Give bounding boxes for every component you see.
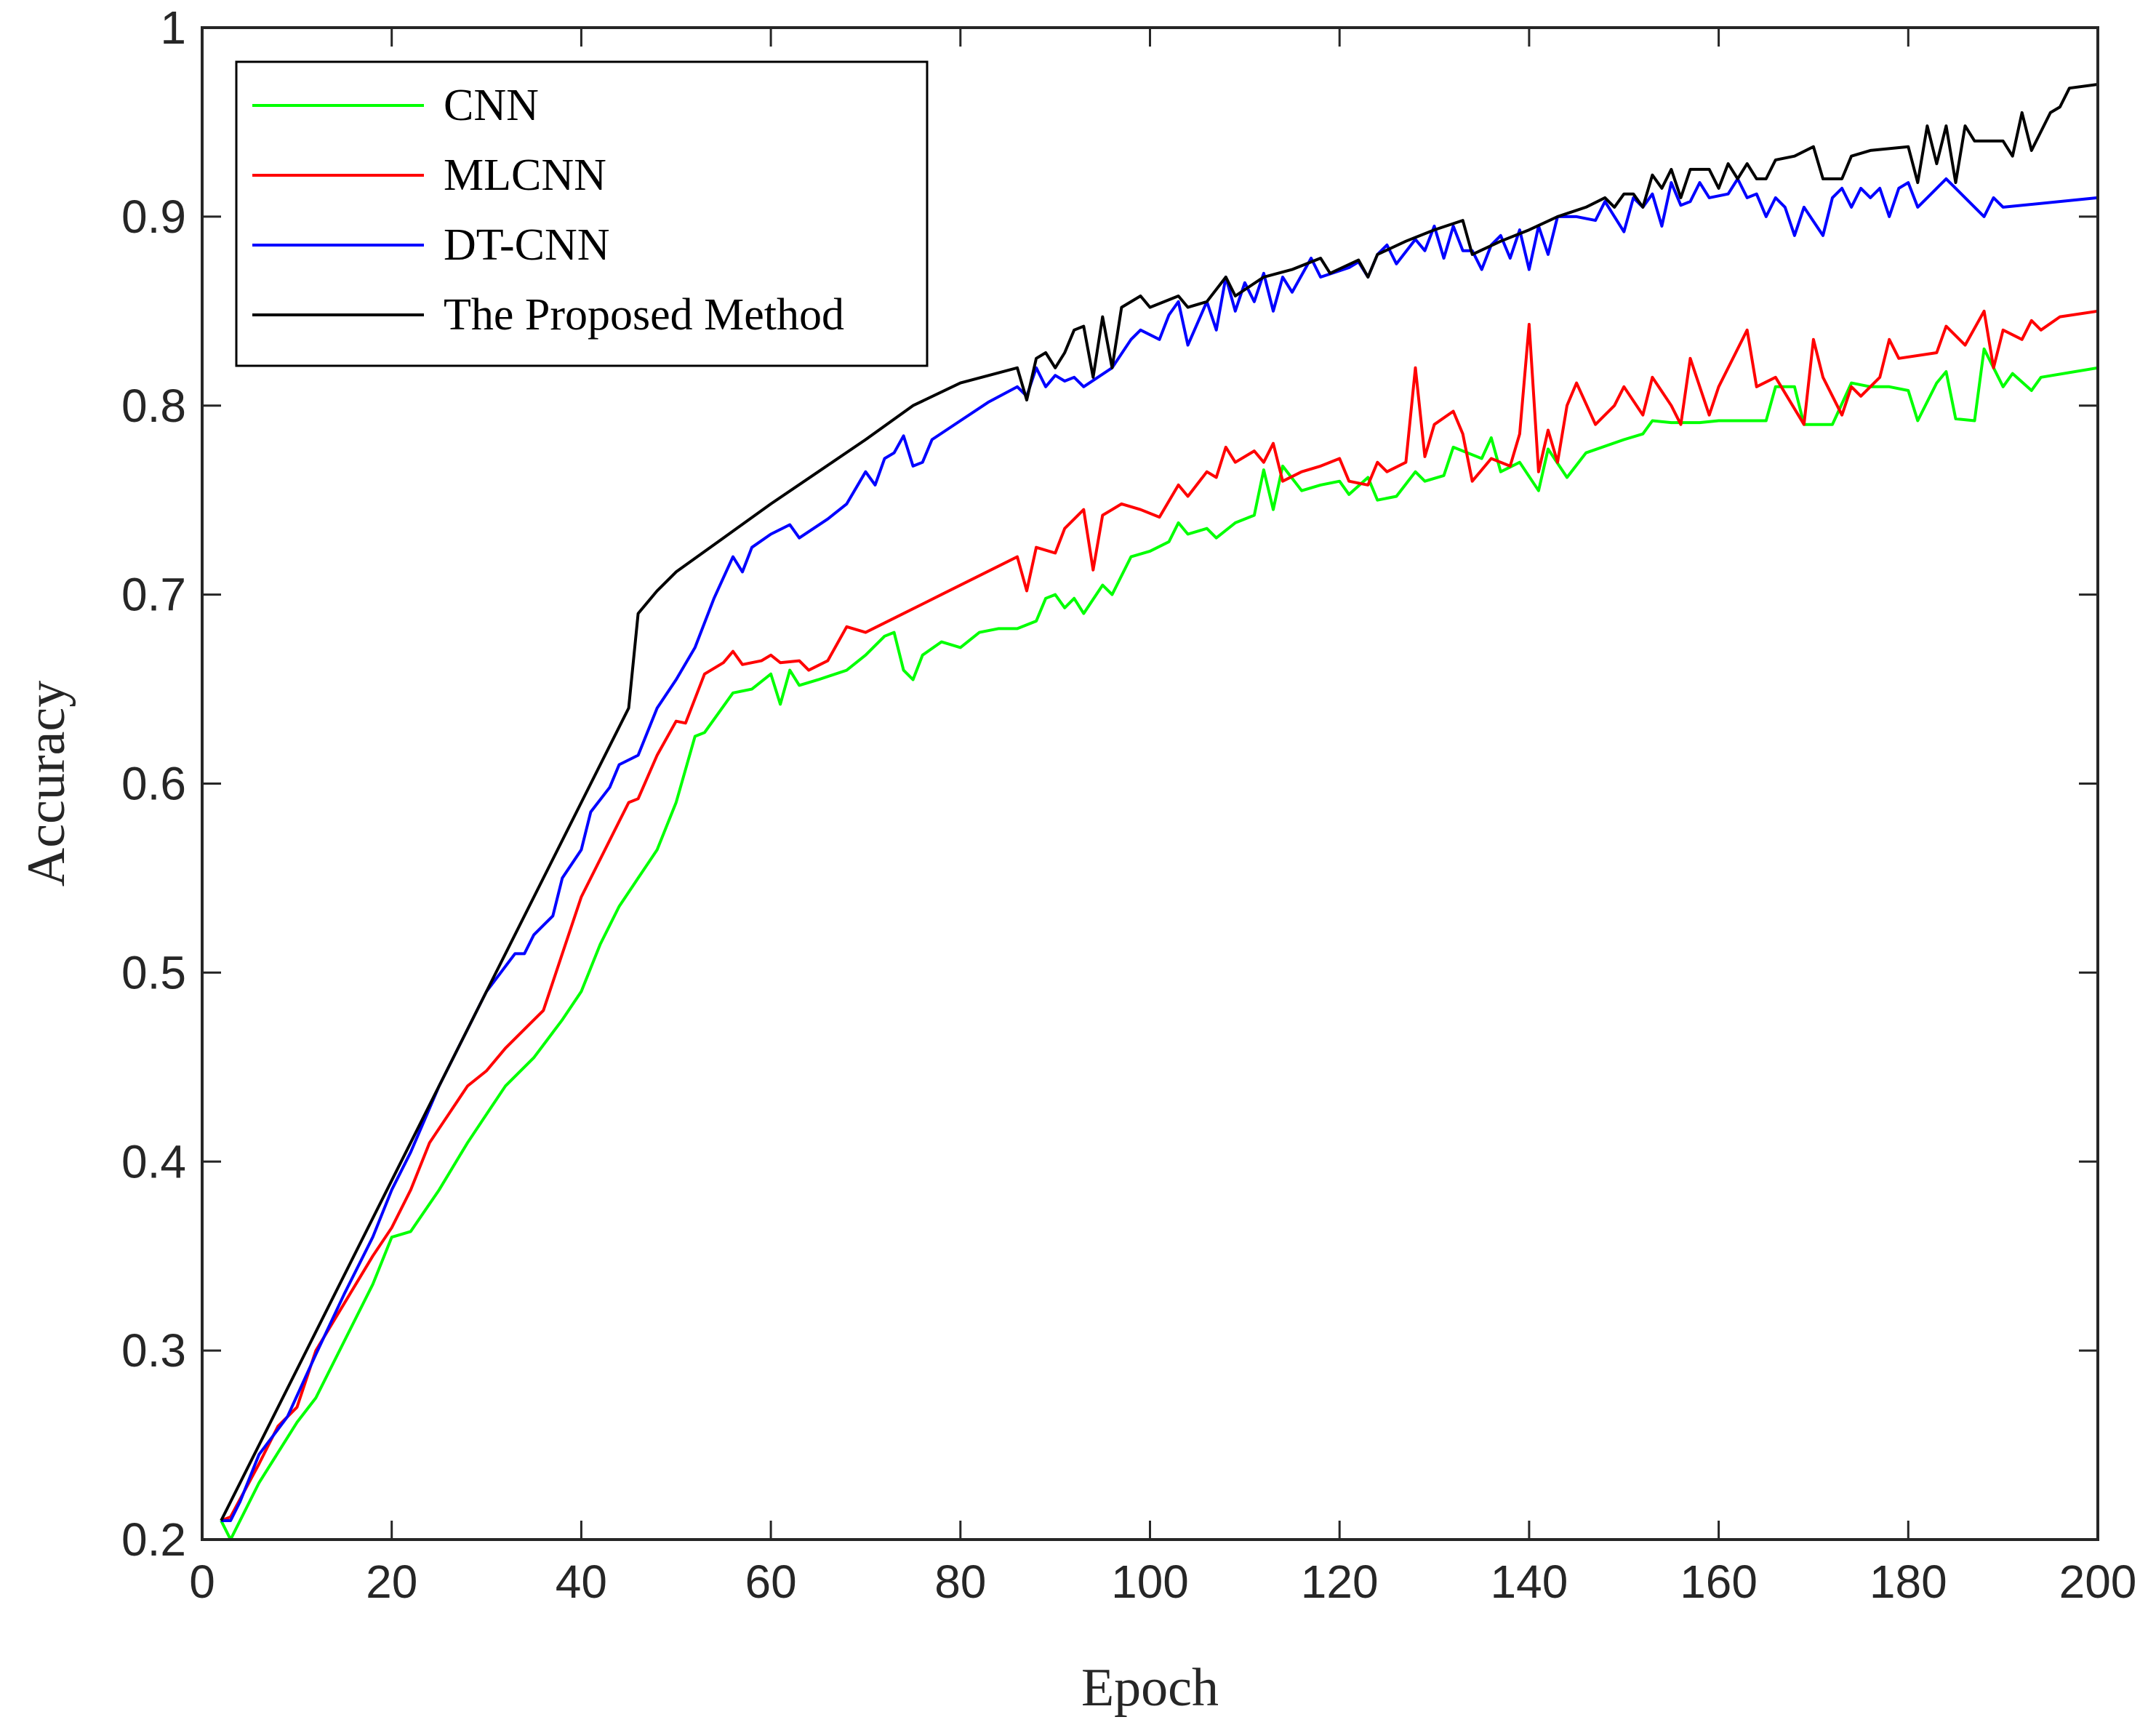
y-tick-label: 0.3 (121, 1324, 186, 1377)
ticks: 0 20 40 60 80 100 120 140 160 180 200 0.2 0.3 0.4 0.5 0… (121, 1, 2136, 1608)
x-tick-label: 180 (1870, 1556, 1947, 1608)
legend-label-dt-cnn: DT-CNN (444, 220, 610, 270)
legend-label-mlcnn: MLCNN (444, 151, 606, 200)
x-tick-label: 200 (2059, 1556, 2137, 1608)
plot-area-frame (201, 26, 2099, 1541)
x-axis-label: Epoch (1081, 1658, 1219, 1718)
x-tick-label: 80 (934, 1556, 986, 1608)
y-tick-label: 1 (160, 1, 186, 54)
x-tick-label: 0 (189, 1556, 215, 1608)
x-tick-label: 40 (556, 1556, 607, 1608)
y-tick-label: 0.5 (121, 946, 186, 998)
x-tick-label: 60 (745, 1556, 797, 1608)
x-tick-label: 140 (1491, 1556, 1568, 1608)
series-line-dt-cnn (221, 177, 2099, 1522)
series-lines (220, 83, 2099, 1541)
legend: CNN MLCNN DT-CNN The Proposed Method (235, 60, 929, 367)
y-tick-label: 0.4 (121, 1135, 186, 1188)
legend-label-cnn: CNN (444, 81, 539, 130)
x-tick-label: 120 (1301, 1556, 1379, 1608)
x-tick-label: 100 (1111, 1556, 1189, 1608)
x-tick-label: 160 (1680, 1556, 1758, 1608)
series-line-cnn (220, 347, 2099, 1541)
y-tick-label: 0.2 (121, 1513, 186, 1566)
y-axis-label: Accuracy (17, 681, 76, 886)
y-tick-label: 0.8 (121, 380, 186, 432)
y-tick-label: 0.9 (121, 191, 186, 243)
series-line-the-proposed-method (220, 83, 2099, 1521)
y-tick-label: 0.6 (121, 758, 186, 810)
y-tick-label: 0.7 (121, 569, 186, 621)
x-tick-label: 20 (366, 1556, 417, 1608)
legend-label-the-proposed-method: The Proposed Method (444, 290, 844, 340)
series-line-mlcnn (220, 309, 2099, 1522)
